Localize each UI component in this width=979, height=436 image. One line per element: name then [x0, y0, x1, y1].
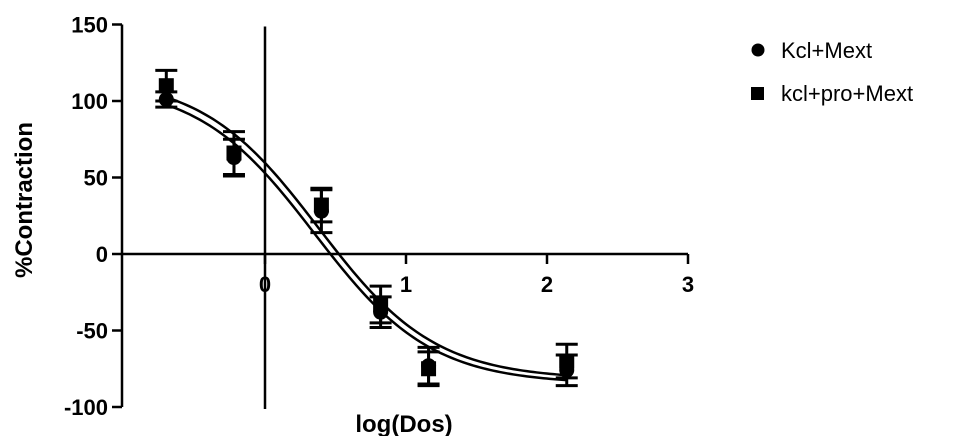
- y-tick-label: 100: [71, 89, 108, 114]
- y-axis-ticks: 150 100 50 0 -50 -100: [64, 13, 122, 420]
- y-tick-label: -50: [76, 319, 108, 344]
- x-tick-label: 3: [682, 272, 694, 297]
- y-axis-title: %Contraction: [11, 122, 38, 278]
- data-point-square: [158, 78, 174, 94]
- x-tick-label: 1: [400, 272, 412, 297]
- legend-marker-circle: [751, 43, 765, 57]
- data-point-square: [226, 145, 242, 161]
- data-point-square: [373, 296, 389, 312]
- x-axis-title: log(Dos): [355, 411, 452, 436]
- y-tick-label: 150: [71, 13, 108, 38]
- legend: Kcl+Mext kcl+pro+Mext: [751, 38, 913, 106]
- data-point-square: [559, 353, 575, 369]
- y-tick-label: 50: [84, 166, 108, 191]
- legend-label-series-1: Kcl+Mext: [781, 38, 872, 63]
- y-tick-label: 0: [96, 242, 108, 267]
- data-points: [155, 68, 578, 388]
- data-point-square: [421, 361, 437, 377]
- axes: [120, 24, 688, 409]
- x-axis-ticks: 0 1 2 3: [259, 254, 694, 297]
- fit-curve-series-1: [165, 103, 567, 382]
- x-tick-label: 0: [259, 272, 271, 297]
- data-point-square: [313, 197, 329, 213]
- legend-label-series-2: kcl+pro+Mext: [781, 81, 913, 106]
- x-tick-label: 2: [541, 272, 553, 297]
- y-tick-label: -100: [64, 395, 108, 420]
- legend-marker-square: [751, 87, 764, 100]
